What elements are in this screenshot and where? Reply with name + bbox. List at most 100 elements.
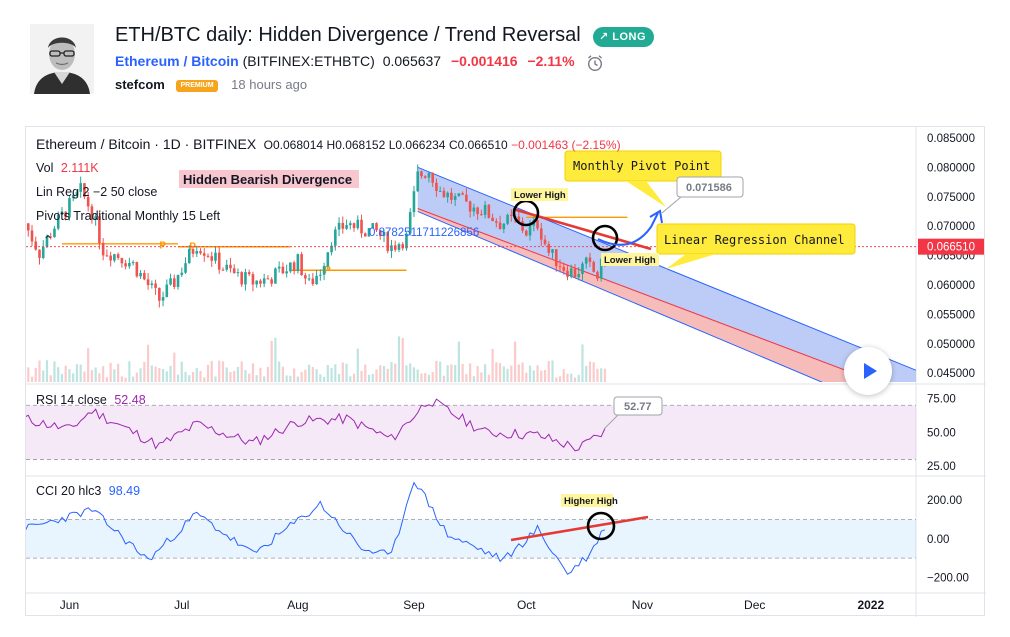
volume-bar (558, 376, 562, 382)
volume-bar (397, 336, 401, 382)
volume-bar (540, 370, 543, 382)
volume-bar (113, 369, 116, 382)
legend-low: L0.066234 (388, 138, 446, 152)
cci-line (26, 481, 606, 575)
candle-body (393, 245, 397, 250)
volume-bar (562, 369, 565, 382)
volume-bar (487, 374, 490, 382)
higher-high-label: Higher High (564, 496, 618, 507)
candle-body (300, 254, 303, 276)
candle-body (453, 196, 457, 200)
candle-body (206, 255, 210, 257)
volume-bar (375, 369, 378, 382)
rsi-label[interactable]: RSI 14 close (36, 393, 107, 407)
author-line: stefcom PREMIUM 18 hours ago (115, 77, 307, 92)
author-name[interactable]: stefcom (115, 77, 165, 92)
candle-body (120, 257, 124, 264)
candle-body (41, 246, 45, 258)
chart-frame[interactable]: PPP0.87825117112268560.0850000.0800000.0… (25, 126, 986, 617)
cci-tick-label: 200.00 (927, 495, 962, 507)
volume-bar (72, 373, 75, 382)
author-avatar[interactable] (30, 24, 94, 94)
candle-body (356, 219, 360, 229)
monthly-pivot-pointer (626, 181, 666, 207)
candle-body (131, 262, 135, 264)
linreg-legend[interactable]: Lin Reg 2 −2 50 close (36, 185, 158, 199)
volume-bar (319, 374, 322, 382)
volume-bar (90, 370, 94, 382)
candle-body (202, 253, 206, 256)
candle-body (71, 195, 75, 199)
candle-body (517, 216, 521, 222)
candle-body (551, 249, 554, 253)
candle-body (569, 268, 573, 277)
candle-body (225, 264, 229, 270)
volume-bar (206, 364, 210, 382)
candle-body (34, 241, 38, 250)
volume-bar (461, 363, 464, 382)
volume-bar (555, 377, 558, 382)
symbol-code[interactable]: (BITFINEX:ETHBTC) (242, 53, 375, 69)
volume-bar (570, 373, 573, 382)
volume-bar (285, 375, 288, 382)
cci-label[interactable]: CCI 20 hlc3 (36, 484, 102, 498)
candle-body (56, 214, 60, 229)
volume-bar (577, 374, 580, 382)
alarm-clock-icon[interactable] (586, 54, 604, 72)
volume-bar (427, 374, 431, 382)
volume-bar (176, 374, 180, 382)
volume-bar (390, 361, 393, 382)
candle-body (461, 193, 464, 195)
candle-body (378, 230, 382, 236)
cci-tick-label: 0.00 (927, 534, 949, 546)
symbol-link[interactable]: Ethereum / Bitcoin (115, 53, 239, 69)
candle-body (240, 272, 244, 285)
candle-body (435, 182, 438, 191)
candle-body (277, 266, 281, 269)
candle-body (45, 236, 49, 247)
volume-bar (199, 370, 202, 382)
play-replay-button[interactable] (844, 347, 892, 395)
linreg-channel (417, 166, 916, 382)
legend-symbol[interactable]: Ethereum / Bitcoin · 1D · BITFINEX (36, 136, 257, 152)
price-target-pointer (661, 196, 682, 214)
volume-bar (146, 344, 150, 382)
candle-body (423, 176, 427, 178)
volume-bar (27, 367, 30, 382)
volume-bar (236, 367, 240, 382)
volume-bar (143, 361, 146, 382)
last-price-label: 0.066510 (927, 242, 975, 254)
volume-bar (304, 369, 307, 382)
volume-bar (150, 365, 153, 382)
symbol-change-pct: −2.11% (527, 53, 575, 69)
volume-bar (259, 367, 262, 382)
volume-bar (543, 369, 547, 382)
lower-high-label-2: Lower High (604, 255, 656, 266)
chart-canvas[interactable]: PPP0.87825117112268560.0850000.0800000.0… (26, 127, 986, 617)
legend-change: −0.001463 (−2.15%) (511, 138, 621, 152)
volume-bar (281, 366, 284, 382)
time-tick-label: Sep (403, 598, 425, 612)
candle-body (79, 183, 82, 192)
time-tick-label: Jun (60, 598, 79, 612)
volume-bar (109, 362, 112, 382)
volume-bar (416, 369, 419, 382)
linreg-channel-label: Linear Regression Channel (664, 233, 845, 247)
volume-label[interactable]: Vol (36, 161, 54, 175)
main-legend: Ethereum / Bitcoin · 1D · BITFINEX O0.06… (36, 136, 621, 152)
price-target-label: 0.071586 (686, 182, 732, 194)
volume-bar (102, 366, 105, 382)
volume-bar (251, 363, 255, 382)
pivots-legend[interactable]: Pivots Traditional Monthly 15 Left (36, 209, 221, 223)
candle-body (199, 251, 202, 254)
candle-body (596, 271, 599, 279)
linreg-correlation: 0.8782511711226856 (369, 227, 479, 239)
volume-bar (42, 370, 45, 382)
candle-body (506, 214, 509, 224)
candle-body (307, 278, 311, 280)
collapse-legend-icon[interactable]: ⌃ (42, 233, 54, 247)
candle-body (326, 252, 330, 267)
volume-bar (600, 368, 603, 382)
candle-body (236, 272, 240, 274)
candle-body (83, 183, 86, 197)
